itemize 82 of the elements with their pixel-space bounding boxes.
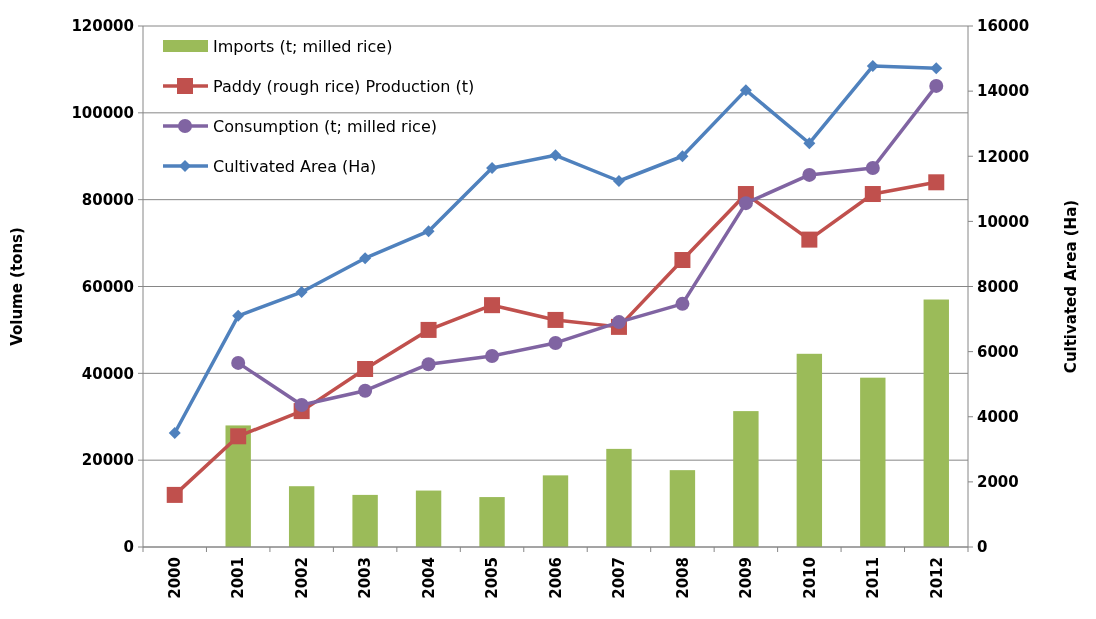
y-tick-label: 40000 bbox=[81, 364, 134, 383]
point bbox=[865, 160, 880, 175]
x-tick-label: 2010 bbox=[800, 557, 819, 599]
bar bbox=[288, 486, 315, 547]
y-tick-label: 80000 bbox=[81, 190, 134, 209]
point bbox=[357, 360, 374, 377]
x-tick-label: 2007 bbox=[610, 557, 629, 599]
x-tick-label: 2005 bbox=[483, 557, 502, 599]
y2-tick-label: 6000 bbox=[977, 342, 1019, 361]
point bbox=[231, 355, 246, 370]
point bbox=[168, 427, 181, 440]
point bbox=[612, 175, 625, 187]
point bbox=[421, 357, 436, 372]
y2-tick-label: 2000 bbox=[977, 473, 1019, 492]
bar bbox=[542, 475, 569, 547]
point bbox=[359, 252, 372, 265]
y2-tick-label: 0 bbox=[977, 538, 988, 557]
y-tick-label: 120000 bbox=[71, 17, 134, 36]
point bbox=[803, 137, 816, 150]
bar bbox=[860, 377, 886, 547]
x-tick-label: 2004 bbox=[419, 557, 438, 599]
point bbox=[422, 225, 435, 238]
point bbox=[420, 321, 437, 338]
point bbox=[295, 286, 308, 299]
bar bbox=[225, 425, 251, 547]
y2-tick-label: 4000 bbox=[977, 408, 1019, 426]
point bbox=[486, 161, 499, 174]
y-tick-label: 100000 bbox=[71, 104, 134, 123]
point bbox=[294, 398, 309, 413]
point bbox=[548, 335, 563, 350]
y2-tick-label: 8000 bbox=[977, 277, 1019, 296]
y2-tick-label: 10000 bbox=[977, 212, 1030, 231]
point bbox=[801, 231, 818, 248]
point bbox=[802, 167, 817, 182]
point bbox=[930, 62, 943, 75]
y-tick-label: 60000 bbox=[81, 277, 134, 296]
x-tick-label: 2008 bbox=[673, 557, 692, 599]
legend-label: Consumption (t; milled rice) bbox=[213, 116, 437, 136]
bar bbox=[796, 353, 823, 547]
x-tick-label: 2002 bbox=[292, 557, 311, 599]
x-tick-label: 2009 bbox=[737, 557, 756, 599]
point bbox=[675, 296, 690, 311]
point bbox=[485, 348, 500, 363]
point bbox=[358, 383, 373, 398]
bar bbox=[352, 494, 378, 547]
y-tick-label: 0 bbox=[123, 538, 134, 557]
bar bbox=[733, 411, 759, 547]
point bbox=[232, 309, 245, 322]
x-tick-label: 2003 bbox=[356, 557, 375, 599]
y2-tick-label: 16000 bbox=[977, 17, 1030, 36]
x-tick-label: 2012 bbox=[927, 557, 946, 599]
y2-tick-label: 12000 bbox=[977, 147, 1030, 166]
x-tick-label: 2001 bbox=[229, 557, 248, 599]
y-axis-title: Volume (tons) bbox=[8, 227, 26, 346]
point bbox=[676, 150, 689, 163]
y2-tick-label: 14000 bbox=[977, 82, 1030, 101]
point bbox=[166, 486, 183, 503]
point bbox=[866, 60, 879, 73]
bar bbox=[669, 470, 696, 547]
bar bbox=[606, 448, 632, 547]
point bbox=[739, 84, 752, 97]
x-tick-label: 2000 bbox=[165, 557, 184, 599]
point bbox=[738, 196, 753, 211]
bar bbox=[415, 490, 442, 547]
y2-axis-title: Cultivated Area (Ha) bbox=[1062, 199, 1080, 374]
legend-label: Imports (t; milled rice) bbox=[213, 36, 393, 56]
x-tick-label: 2011 bbox=[864, 557, 883, 599]
point bbox=[611, 315, 626, 330]
legend-label: Paddy (rough rice) Production (t) bbox=[213, 76, 475, 96]
point bbox=[484, 297, 501, 314]
point bbox=[928, 174, 945, 191]
bar bbox=[923, 299, 949, 547]
bar bbox=[479, 497, 505, 547]
point bbox=[929, 78, 944, 93]
point bbox=[549, 149, 562, 162]
point bbox=[230, 428, 247, 445]
point bbox=[864, 186, 881, 203]
point bbox=[674, 252, 691, 269]
legend-label: Cultivated Area (Ha) bbox=[213, 156, 377, 176]
point bbox=[547, 311, 564, 328]
y-tick-label: 20000 bbox=[81, 451, 134, 470]
x-tick-label: 2006 bbox=[546, 557, 565, 599]
